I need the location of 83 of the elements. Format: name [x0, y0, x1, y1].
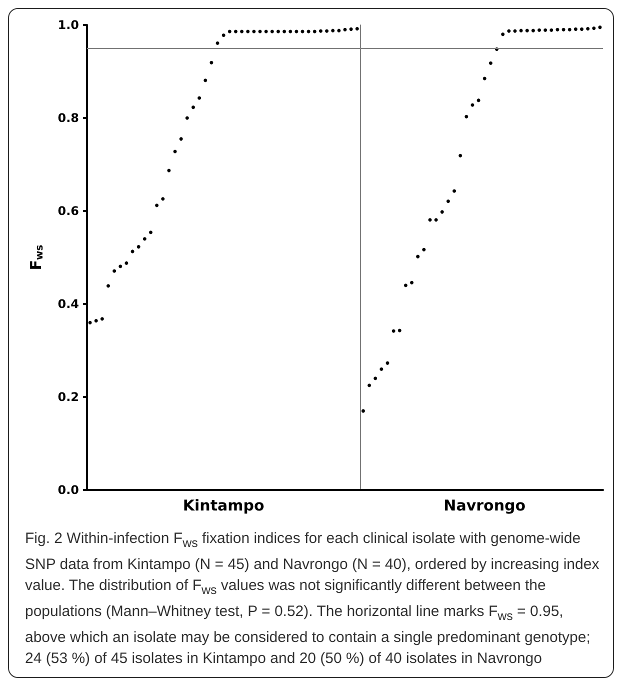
point: [368, 384, 372, 388]
point: [349, 27, 353, 31]
point: [155, 204, 159, 208]
point: [598, 26, 602, 30]
point: [191, 106, 195, 110]
point: [240, 30, 244, 34]
point: [525, 28, 529, 32]
point: [355, 26, 359, 30]
point: [550, 28, 554, 32]
point: [210, 60, 214, 64]
point: [318, 29, 322, 33]
point: [94, 318, 98, 322]
point: [337, 28, 341, 32]
point: [124, 261, 128, 265]
point: [380, 367, 384, 371]
point: [410, 280, 414, 284]
point: [580, 27, 584, 31]
point: [88, 320, 92, 324]
point: [464, 114, 468, 118]
point: [198, 96, 202, 100]
point: [519, 28, 523, 32]
point: [574, 27, 578, 31]
point: [325, 29, 329, 33]
point: [161, 197, 165, 201]
point: [488, 61, 492, 65]
y-tick-label: 0.4: [58, 297, 79, 311]
point: [222, 33, 226, 37]
point: [392, 329, 396, 333]
point: [404, 284, 408, 288]
point: [312, 30, 316, 34]
point: [422, 248, 426, 252]
point: [204, 78, 208, 82]
point: [398, 328, 402, 332]
y-tick-label: 0.8: [58, 111, 79, 125]
point: [531, 28, 535, 32]
point: [246, 30, 250, 34]
y-axis-title: Fws: [27, 244, 46, 270]
y-tick-label: 0.2: [58, 390, 79, 404]
y-tick-label: 1.0: [58, 18, 79, 32]
point: [586, 26, 590, 30]
x-tick-label: Navrongo: [444, 496, 526, 514]
point: [136, 245, 140, 249]
point: [507, 29, 511, 33]
point: [482, 76, 486, 80]
point: [106, 284, 110, 288]
point: [458, 154, 462, 158]
point: [501, 32, 505, 36]
point: [179, 137, 183, 141]
point: [374, 376, 378, 380]
point: [100, 317, 104, 321]
point: [276, 30, 280, 34]
point: [440, 210, 444, 214]
point: [185, 116, 189, 120]
point: [216, 41, 220, 45]
point: [270, 30, 274, 34]
x-tick-label: Kintampo: [182, 496, 264, 514]
point: [228, 30, 232, 34]
point: [343, 28, 347, 32]
point: [234, 30, 238, 34]
point: [361, 409, 365, 413]
point: [476, 98, 480, 102]
text: Fig. 2 Within-infection F$_{ws}$ fixation indices for each clinical isolate with genome-wide SNP data from Kintampo (N = 45) and Navrongo (N = 40), ordered by increasing index value. The distribution of F$_{ws}$ values was not significantly different between the populations (Mann–Whitney test, P = 0.52). The horizontal line marks F$_{ws}$ = 0.95, above which an isolate may be considered to contain a single predominant genotype; 24 (53 %) of 45 isolates in Kintampo and 20 (50 %) of 40 isolates in Navrongo: [25, 530, 600, 667]
point: [544, 28, 548, 32]
point: [331, 28, 335, 32]
point: [428, 218, 432, 222]
point: [148, 230, 152, 234]
point: [452, 189, 456, 193]
point: [167, 168, 171, 172]
point: [538, 28, 542, 32]
point: [562, 28, 566, 32]
y-tick-label: 0.6: [58, 204, 79, 218]
point: [556, 28, 560, 32]
point: [434, 218, 438, 222]
point: [288, 30, 292, 34]
point: [592, 26, 596, 30]
point: [568, 28, 572, 32]
point: [142, 237, 146, 241]
point: [118, 264, 122, 268]
point: [446, 199, 450, 203]
point: [112, 269, 116, 273]
point: [282, 30, 286, 34]
y-tick-label: 0.0: [58, 483, 79, 497]
point: [416, 254, 420, 258]
